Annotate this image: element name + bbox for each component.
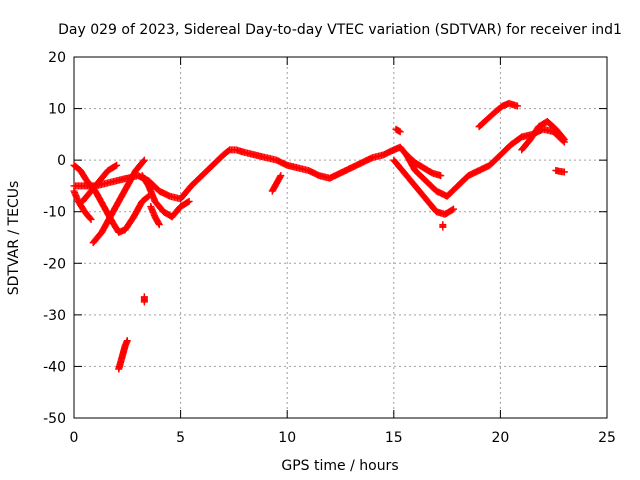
x-tick-label: 20 <box>491 430 509 446</box>
data-point <box>396 128 404 136</box>
data-point <box>448 206 456 214</box>
y-tick-label: 10 <box>48 102 66 118</box>
x-tick-label: 10 <box>278 430 296 446</box>
x-axis-label: GPS time / hours <box>281 458 398 474</box>
data-point <box>560 136 568 144</box>
y-tick-label: 20 <box>48 50 66 66</box>
data-point <box>277 172 285 180</box>
x-tick-label: 25 <box>598 430 616 446</box>
x-tick-label: 15 <box>385 430 403 446</box>
data-point <box>559 134 567 142</box>
y-tick-label: -30 <box>43 308 66 324</box>
data-point <box>87 215 95 223</box>
x-tick-label: 5 <box>176 430 185 446</box>
data-points <box>70 99 568 373</box>
data-point <box>86 214 94 222</box>
data-point <box>184 198 192 206</box>
data-point <box>437 172 445 180</box>
x-tick-label: 0 <box>70 430 79 446</box>
y-tick-label: -40 <box>43 359 66 375</box>
data-point <box>439 223 447 231</box>
y-tick-label: 0 <box>57 153 66 169</box>
data-point <box>513 102 521 110</box>
plot-frame <box>73 56 608 419</box>
data-point <box>140 298 148 306</box>
data-point <box>155 221 163 229</box>
grid-lines <box>74 57 607 418</box>
data-point <box>560 168 568 176</box>
data-point <box>111 162 119 170</box>
axis-ticks: -50 -40 -30 -20 -10 0 10 20 0 5 10 15 20 25 <box>43 50 616 446</box>
y-tick-label: -50 <box>43 411 66 427</box>
data-point <box>449 205 457 213</box>
data-point <box>113 161 121 169</box>
chart-title: Day 029 of 2023, Sidereal Day-to-day VTE… <box>58 22 622 38</box>
data-point <box>276 173 284 181</box>
data-point <box>155 219 163 227</box>
data-point <box>185 197 193 205</box>
data-point <box>123 337 131 345</box>
y-tick-label: -20 <box>43 256 66 272</box>
data-point <box>139 157 147 165</box>
y-tick-label: -10 <box>43 205 66 221</box>
data-point <box>140 156 148 164</box>
y-axis-label: SDTVAR / TECUs <box>6 181 22 296</box>
